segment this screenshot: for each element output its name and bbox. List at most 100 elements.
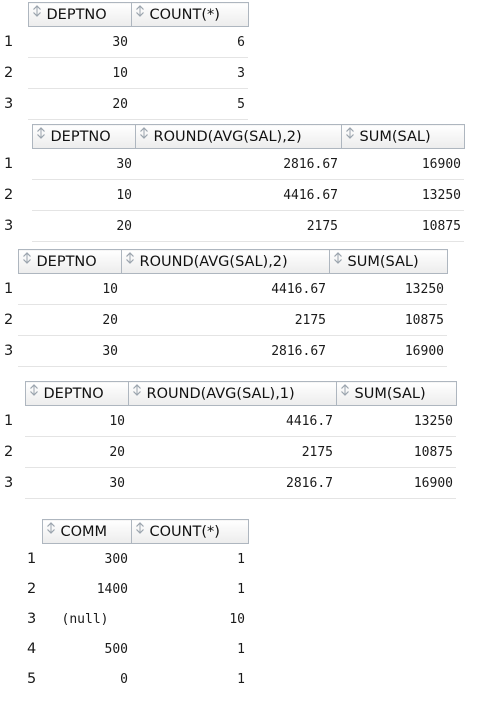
cell-avg-sal[interactable]: 2816.67 (135, 148, 341, 180)
result-grid-5: COMM COUNT(*) 1 300 1 2 1400 1 3 (null) 10 4 50… (0, 519, 249, 694)
column-header-count[interactable]: COUNT(*) (130, 519, 249, 544)
column-header-avg-sal[interactable]: ROUND(AVG(SAL),2) (120, 249, 330, 274)
cell-count[interactable]: 1 (237, 671, 245, 687)
cell-avg-sal[interactable]: 2816.67 (121, 335, 329, 367)
cell-deptno[interactable]: 20 (32, 210, 135, 242)
sort-arrows-icon[interactable] (22, 251, 32, 269)
column-header-label: SUM(SAL) (354, 385, 426, 402)
cell-avg-sal[interactable]: 4416.67 (121, 273, 329, 305)
column-header-sum-sal[interactable]: SUM(SAL) (328, 249, 448, 274)
row-number: 1 (4, 156, 14, 172)
row-number: 3 (4, 218, 14, 234)
sort-arrows-icon[interactable] (29, 383, 39, 401)
cell-sum-sal[interactable]: 16900 (329, 335, 447, 367)
column-header-sum-sal[interactable]: SUM(SAL) (340, 124, 465, 149)
cell-sum-sal[interactable]: 13250 (336, 405, 456, 437)
sort-arrows-icon[interactable] (340, 383, 350, 401)
sort-arrows-icon[interactable] (32, 4, 42, 22)
cell-comm[interactable]: 1400 (96, 581, 128, 597)
cell-deptno[interactable]: 20 (25, 436, 128, 468)
sort-arrows-icon[interactable] (139, 126, 149, 144)
cell-comm-null[interactable]: (null) (61, 611, 109, 627)
table-row[interactable]: 2 20 2175 10875 (0, 436, 456, 468)
result-grid-1: DEPTNO COUNT(*) 1 30 6 2 10 3 3 20 5 (0, 2, 249, 120)
cell-sum-sal[interactable]: 10875 (329, 304, 447, 336)
sort-arrows-icon[interactable] (135, 521, 145, 539)
column-header-count[interactable]: COUNT(*) (130, 2, 249, 27)
table-row[interactable]: 1 300 1 (0, 544, 248, 575)
sort-arrows-icon[interactable] (333, 251, 343, 269)
column-header-avg-sal[interactable]: ROUND(AVG(SAL),2) (134, 124, 342, 149)
cell-deptno[interactable]: 10 (25, 405, 128, 437)
cell-avg-sal[interactable]: 2175 (128, 436, 336, 468)
table-row[interactable]: 3 30 2816.7 16900 (0, 467, 456, 499)
cell-comm[interactable]: 300 (104, 551, 128, 567)
cell-count[interactable]: 5 (131, 88, 248, 120)
row-number: 1 (4, 413, 14, 429)
sort-arrows-icon[interactable] (125, 251, 135, 269)
table-row[interactable]: 1 30 2816.67 16900 (0, 148, 464, 180)
table-row[interactable]: 4 500 1 (0, 634, 248, 664)
cell-avg-sal[interactable]: 2175 (121, 304, 329, 336)
cell-count[interactable]: 1 (237, 641, 245, 657)
table-row[interactable]: 5 0 1 (0, 664, 248, 694)
table-row[interactable]: 2 1400 1 (0, 574, 248, 604)
column-header-deptno[interactable]: DEPTNO (17, 249, 122, 274)
cell-avg-sal[interactable]: 2175 (135, 210, 341, 242)
row-number-header (0, 381, 25, 406)
cell-avg-sal[interactable]: 4416.67 (135, 179, 341, 211)
table-row[interactable]: 3 20 2175 10875 (0, 210, 464, 242)
cell-deptno[interactable]: 30 (32, 148, 135, 180)
cell-sum-sal[interactable]: 16900 (341, 148, 464, 180)
cell-sum-sal[interactable]: 13250 (329, 273, 447, 305)
cell-sum-sal[interactable]: 10875 (336, 436, 456, 468)
column-header-comm[interactable]: COMM (41, 519, 132, 544)
table-row[interactable]: 3 (null) 10 (0, 604, 248, 634)
sort-arrows-icon[interactable] (135, 4, 145, 22)
sort-arrows-icon[interactable] (36, 126, 46, 144)
cell-count[interactable]: 10 (229, 611, 245, 627)
table-row[interactable]: 3 30 2816.67 16900 (0, 335, 447, 367)
cell-comm[interactable]: 0 (120, 671, 128, 687)
cell-deptno[interactable]: 20 (18, 304, 121, 336)
table-row[interactable]: 2 10 4416.67 13250 (0, 179, 464, 211)
row-number: 3 (4, 343, 14, 359)
cell-deptno[interactable]: 30 (25, 467, 128, 499)
cell-avg-sal[interactable]: 2816.7 (128, 467, 336, 499)
cell-comm[interactable]: 500 (104, 641, 128, 657)
column-header-label: ROUND(AVG(SAL),2) (139, 253, 288, 270)
column-header-deptno[interactable]: DEPTNO (24, 381, 129, 406)
column-header-deptno[interactable]: DEPTNO (27, 2, 132, 27)
cell-deptno[interactable]: 10 (28, 57, 131, 89)
table-row[interactable]: 1 10 4416.7 13250 (0, 405, 456, 437)
cell-deptno[interactable]: 30 (28, 26, 131, 58)
table-row[interactable]: 2 10 3 (0, 57, 248, 89)
table-row[interactable]: 3 20 5 (0, 88, 248, 120)
column-header-label: COMM (60, 523, 108, 540)
cell-sum-sal[interactable]: 16900 (336, 467, 456, 499)
cell-count[interactable]: 1 (237, 581, 245, 597)
table-row[interactable]: 1 10 4416.67 13250 (0, 273, 447, 305)
column-header-deptno[interactable]: DEPTNO (31, 124, 136, 149)
column-header-sum-sal[interactable]: SUM(SAL) (335, 381, 457, 406)
cell-deptno[interactable]: 20 (28, 88, 131, 120)
cell-deptno[interactable]: 30 (18, 335, 121, 367)
grid-header: DEPTNO COUNT(*) (0, 2, 249, 27)
cell-count[interactable]: 1 (237, 551, 245, 567)
cell-avg-sal[interactable]: 4416.7 (128, 405, 336, 437)
sort-arrows-icon[interactable] (345, 126, 355, 144)
column-header-avg-sal[interactable]: ROUND(AVG(SAL),1) (127, 381, 337, 406)
cell-sum-sal[interactable]: 13250 (341, 179, 464, 211)
grid-header: DEPTNO ROUND(AVG(SAL),2) SUM(SAL) (0, 249, 448, 274)
table-row[interactable]: 2 20 2175 10875 (0, 304, 447, 336)
table-row[interactable]: 1 30 6 (0, 26, 248, 58)
cell-deptno[interactable]: 10 (32, 179, 135, 211)
cell-deptno[interactable]: 10 (18, 273, 121, 305)
sort-arrows-icon[interactable] (46, 521, 56, 539)
sort-arrows-icon[interactable] (132, 383, 142, 401)
cell-count[interactable]: 6 (131, 26, 248, 58)
row-number: 2 (27, 581, 37, 597)
cell-count[interactable]: 3 (131, 57, 248, 89)
column-header-label: ROUND(AVG(SAL),2) (153, 128, 302, 145)
cell-sum-sal[interactable]: 10875 (341, 210, 464, 242)
